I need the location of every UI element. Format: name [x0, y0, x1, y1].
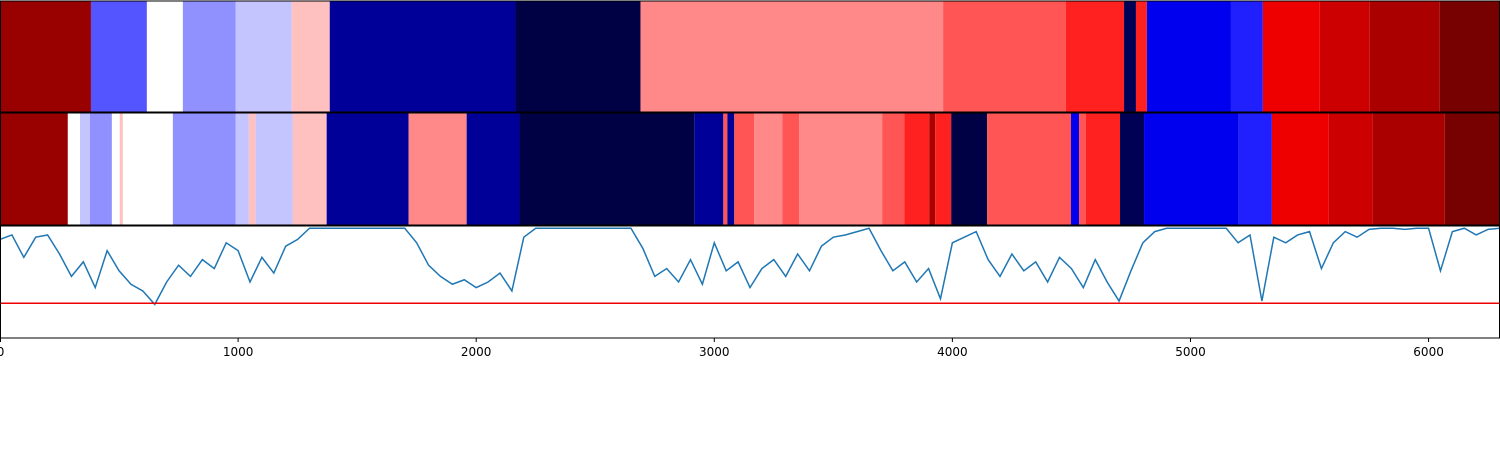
segment [292, 113, 327, 225]
data-line [0, 227, 1500, 306]
segment [951, 113, 988, 225]
segment [1319, 1, 1370, 112]
segment [1146, 1, 1231, 112]
segment [1439, 1, 1500, 112]
segment [182, 1, 236, 112]
segment [1144, 113, 1239, 225]
segment [987, 113, 1071, 225]
segment [1328, 113, 1373, 225]
segment [727, 113, 735, 225]
segment [408, 113, 467, 225]
segment [80, 113, 90, 225]
segment [1065, 1, 1125, 112]
segment [329, 1, 516, 112]
x-tick-label: 4000 [937, 345, 968, 359]
x-tick-label: 1000 [223, 345, 254, 359]
segment [723, 113, 728, 225]
segment [1079, 113, 1086, 225]
segment [1085, 113, 1120, 225]
segment [904, 113, 930, 225]
segment [515, 1, 641, 112]
x-tick-label: 3000 [699, 345, 730, 359]
segment [935, 113, 952, 225]
segment [67, 113, 80, 225]
segment [1369, 1, 1440, 112]
segment [1372, 113, 1445, 225]
segment [0, 1, 91, 112]
segment [248, 113, 256, 225]
x-tick-label: 2000 [461, 345, 492, 359]
segment [1271, 113, 1329, 225]
segment [1238, 113, 1272, 225]
x-tick-label: 0 [0, 345, 4, 359]
segment [255, 113, 293, 225]
segment [235, 113, 249, 225]
panel-frame [0, 225, 1500, 339]
segment [519, 113, 695, 225]
x-tick-label: 6000 [1413, 345, 1444, 359]
segment [1262, 1, 1320, 112]
segment [1124, 1, 1136, 112]
segment [122, 113, 173, 225]
segment [235, 1, 292, 112]
segment [119, 113, 123, 225]
segment [90, 1, 147, 112]
x-tick-label: 5000 [1175, 345, 1206, 359]
segment [694, 113, 724, 225]
segment [1070, 113, 1080, 225]
segment [1120, 113, 1145, 225]
segment [291, 1, 330, 112]
segment [1230, 1, 1263, 112]
segment [146, 1, 183, 112]
segment [734, 113, 755, 225]
segment [326, 113, 409, 225]
segment [882, 113, 905, 225]
segment [943, 1, 1066, 112]
segment [1444, 113, 1500, 225]
segment [929, 113, 936, 225]
segment [111, 113, 120, 225]
segment [782, 113, 800, 225]
segment [799, 113, 883, 225]
segment [640, 1, 944, 112]
segment [754, 113, 783, 225]
segment [172, 113, 236, 225]
segment [0, 113, 68, 225]
segment [90, 113, 112, 225]
segment [1135, 1, 1147, 112]
segment [466, 113, 520, 225]
